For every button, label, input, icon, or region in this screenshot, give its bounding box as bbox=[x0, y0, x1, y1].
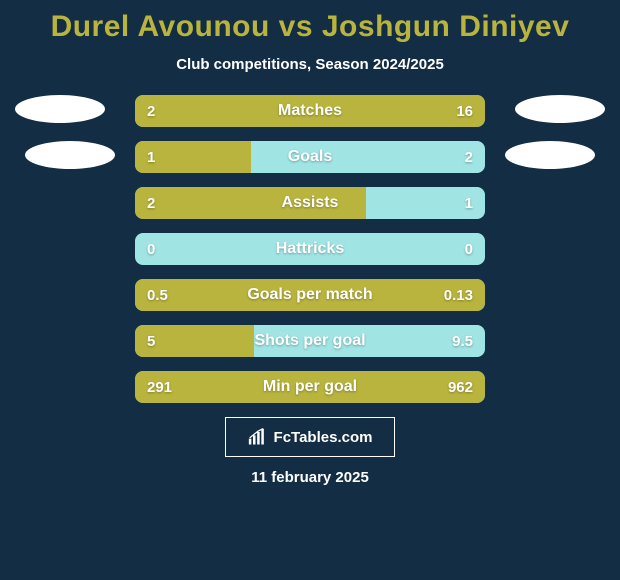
stat-bar-track: Min per goal291962 bbox=[135, 371, 485, 403]
page-title: Durel Avounou vs Joshgun Diniyev bbox=[0, 10, 620, 44]
stat-value-right: 1 bbox=[465, 187, 473, 219]
stat-bar-track: Matches216 bbox=[135, 95, 485, 127]
stat-bar-right bbox=[216, 371, 486, 403]
stat-value-right: 9.5 bbox=[452, 325, 473, 357]
stat-row: Assists21 bbox=[0, 187, 620, 219]
stat-value-left: 0 bbox=[147, 233, 155, 265]
stat-bar-track: Goals12 bbox=[135, 141, 485, 173]
stats-chart: Matches216 Goals12 Assists21 Hattricks0 0 Goa… bbox=[0, 95, 620, 403]
date-label: 11 february 2025 bbox=[0, 469, 620, 486]
stat-label: Hattricks bbox=[135, 233, 485, 265]
subtitle: Club competitions, Season 2024/2025 bbox=[0, 56, 620, 73]
stat-bar-right bbox=[174, 95, 486, 127]
stat-row: Hattricks0 0 bbox=[0, 233, 620, 265]
stat-bar-right bbox=[412, 279, 486, 311]
stat-bar-left bbox=[135, 141, 251, 173]
stat-bar-left bbox=[135, 95, 174, 127]
comparison-card: Durel Avounou vs Joshgun Diniyev Club co… bbox=[0, 0, 620, 580]
stat-value-right: 0 bbox=[465, 233, 473, 265]
logo-text: FcTables.com bbox=[274, 429, 373, 446]
stat-row: Matches216 bbox=[0, 95, 620, 127]
source-logo: FcTables.com bbox=[225, 417, 395, 457]
stat-bar-track: Goals per match0.50.13 bbox=[135, 279, 485, 311]
stat-row: Min per goal291962 bbox=[0, 371, 620, 403]
stat-bar-track: Hattricks0 0 bbox=[135, 233, 485, 265]
stat-bar-track: Assists21 bbox=[135, 187, 485, 219]
stat-bar-track: Shots per goal59.5 bbox=[135, 325, 485, 357]
stat-row: Goals12 bbox=[0, 141, 620, 173]
stat-bar-left bbox=[135, 279, 412, 311]
stat-bar-left bbox=[135, 187, 366, 219]
stat-value-right: 2 bbox=[465, 141, 473, 173]
stat-row: Goals per match0.50.13 bbox=[0, 279, 620, 311]
chart-icon bbox=[248, 428, 268, 446]
stat-bar-left bbox=[135, 325, 254, 357]
stat-row: Shots per goal59.5 bbox=[0, 325, 620, 357]
stat-bar-left bbox=[135, 371, 216, 403]
